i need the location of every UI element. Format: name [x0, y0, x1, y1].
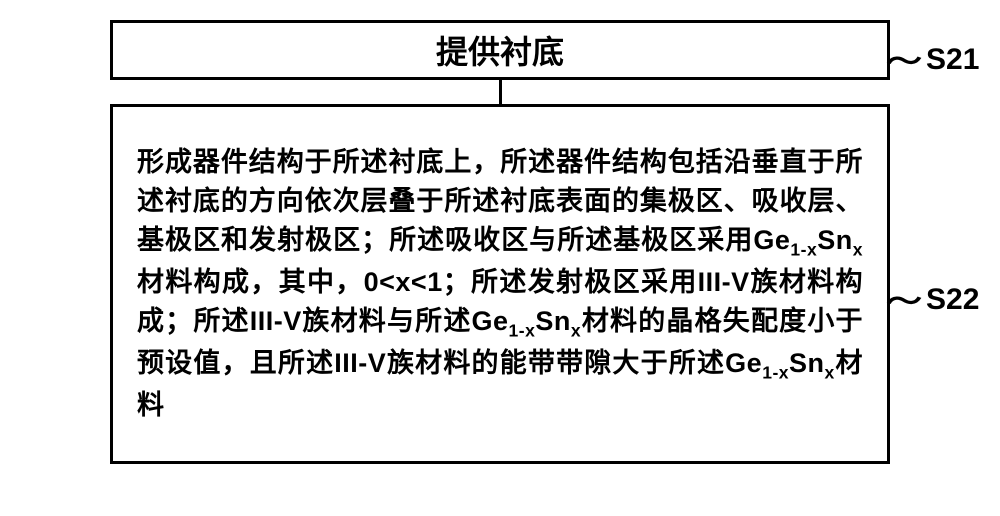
step-label-wrapper-s22: 〜 S22 [890, 280, 979, 320]
step-box-s21: 提供衬底 [110, 20, 890, 80]
step-box-s22: 形成器件结构于所述衬底上，所述器件结构包括沿垂直于所述衬底的方向依次层叠于所述衬… [110, 104, 890, 464]
connector-line [499, 80, 502, 104]
flowchart-container: 提供衬底 形成器件结构于所述衬底上，所述器件结构包括沿垂直于所述衬底的方向依次层… [40, 20, 960, 464]
tilde-connector-icon: 〜 [884, 279, 925, 321]
step-text-s22: 形成器件结构于所述衬底上，所述器件结构包括沿垂直于所述衬底的方向依次层叠于所述衬… [137, 143, 863, 425]
step-text-s21: 提供衬底 [436, 27, 564, 73]
step-label-s21: S21 [926, 43, 979, 77]
step-label-wrapper-s21: 〜 S21 [890, 40, 979, 80]
tilde-connector-icon: 〜 [884, 39, 925, 81]
step-label-s22: S22 [926, 283, 979, 317]
